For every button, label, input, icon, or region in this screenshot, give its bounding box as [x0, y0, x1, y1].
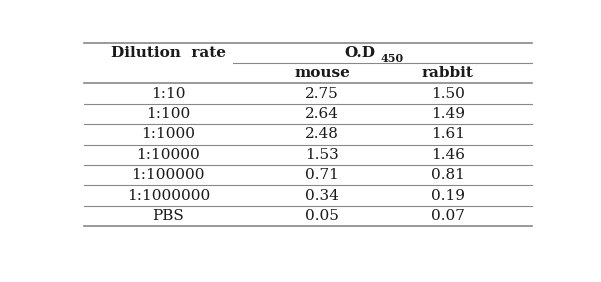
Text: 1:10: 1:10	[151, 87, 186, 101]
Text: 0.71: 0.71	[305, 168, 339, 182]
Text: 0.34: 0.34	[305, 189, 339, 202]
Text: 450: 450	[380, 53, 403, 64]
Text: 0.19: 0.19	[431, 189, 465, 202]
Text: Dilution  rate: Dilution rate	[111, 46, 226, 60]
Text: 1.61: 1.61	[431, 127, 465, 141]
Text: 2.75: 2.75	[305, 87, 339, 101]
Text: 1:1000: 1:1000	[141, 127, 195, 141]
Text: 1:10000: 1:10000	[136, 148, 200, 162]
Text: 1.49: 1.49	[431, 107, 465, 121]
Text: 2.48: 2.48	[305, 127, 339, 141]
Text: 1.50: 1.50	[431, 87, 465, 101]
Text: 1.53: 1.53	[305, 148, 339, 162]
Text: O.D: O.D	[344, 46, 376, 60]
Text: 1:1000000: 1:1000000	[127, 189, 210, 202]
Text: 0.81: 0.81	[431, 168, 465, 182]
Text: 2.64: 2.64	[305, 107, 339, 121]
Text: 1:100000: 1:100000	[132, 168, 205, 182]
Text: mouse: mouse	[294, 66, 350, 80]
Text: 1:100: 1:100	[146, 107, 191, 121]
Text: 0.07: 0.07	[431, 209, 465, 223]
Text: 0.05: 0.05	[305, 209, 339, 223]
Text: rabbit: rabbit	[422, 66, 474, 80]
Text: 1.46: 1.46	[431, 148, 465, 162]
Text: PBS: PBS	[153, 209, 184, 223]
